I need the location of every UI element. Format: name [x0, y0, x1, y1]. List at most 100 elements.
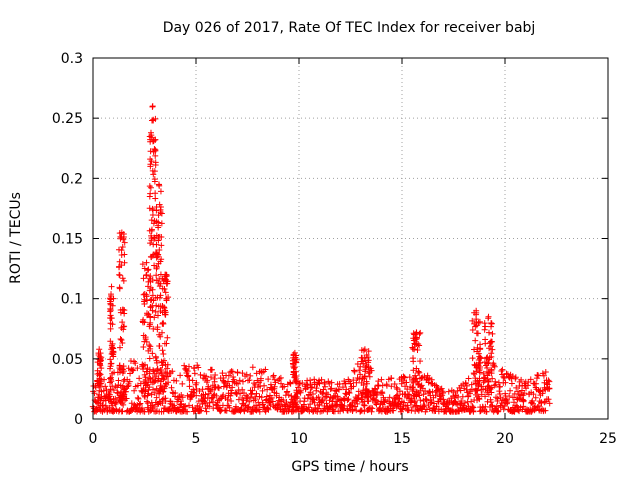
x-tick-label: 10	[290, 431, 308, 447]
data-point	[158, 242, 165, 249]
data-point	[271, 383, 278, 390]
data-point	[287, 379, 294, 386]
data-point	[147, 343, 154, 350]
data-point	[281, 383, 288, 390]
data-point	[438, 385, 445, 392]
data-point	[165, 379, 172, 386]
data-point	[119, 383, 126, 390]
data-point	[493, 403, 500, 410]
data-point	[116, 263, 123, 270]
data-point	[292, 374, 299, 381]
data-point	[516, 408, 523, 415]
data-point	[189, 377, 196, 384]
data-point	[504, 399, 511, 406]
data-point	[217, 407, 224, 414]
data-point	[310, 396, 317, 403]
data-point	[488, 367, 495, 374]
data-point	[207, 388, 214, 395]
data-point	[485, 359, 492, 366]
data-point	[361, 402, 368, 409]
data-point	[141, 393, 148, 400]
data-point	[155, 224, 162, 231]
data-point	[336, 380, 343, 387]
data-point	[391, 380, 398, 387]
data-point	[121, 251, 128, 258]
data-point	[472, 323, 479, 330]
data-point	[107, 307, 114, 314]
data-point	[160, 351, 167, 358]
data-point	[97, 395, 104, 402]
data-point	[485, 369, 492, 376]
data-point	[488, 389, 495, 396]
data-point	[150, 138, 157, 145]
data-point	[328, 385, 335, 392]
data-point	[445, 405, 452, 412]
data-point	[415, 341, 422, 348]
data-point	[322, 394, 329, 401]
data-point	[143, 259, 150, 266]
data-point	[164, 278, 171, 285]
data-point	[125, 382, 132, 389]
data-point	[494, 395, 501, 402]
data-point	[409, 345, 416, 352]
data-point	[345, 396, 352, 403]
data-point	[546, 385, 553, 392]
data-point	[116, 272, 123, 279]
data-point	[273, 390, 280, 397]
data-point	[440, 389, 447, 396]
data-point	[291, 349, 298, 356]
data-point	[106, 396, 113, 403]
data-point	[147, 136, 154, 143]
data-point	[147, 161, 154, 168]
data-point	[213, 402, 220, 409]
data-point	[491, 362, 498, 369]
data-point	[398, 406, 405, 413]
data-point	[529, 397, 536, 404]
data-point	[157, 292, 164, 299]
data-point	[156, 390, 163, 397]
data-point	[357, 407, 364, 414]
y-tick-label: 0.2	[61, 171, 83, 187]
data-point	[415, 381, 422, 388]
data-point	[159, 396, 166, 403]
data-point	[330, 394, 337, 401]
data-point	[457, 387, 464, 394]
data-point	[194, 402, 201, 409]
data-point	[202, 391, 209, 398]
data-point	[265, 376, 272, 383]
data-point	[106, 295, 113, 302]
data-point	[247, 372, 254, 379]
data-point	[312, 404, 319, 411]
data-point	[230, 373, 237, 380]
data-point	[121, 239, 128, 246]
data-point	[368, 408, 375, 415]
data-point	[132, 360, 139, 367]
data-point	[142, 374, 149, 381]
data-point	[530, 391, 537, 398]
data-point	[483, 355, 490, 362]
data-point	[287, 380, 294, 387]
data-point	[153, 394, 160, 401]
data-point	[318, 376, 325, 383]
data-point	[139, 405, 146, 412]
x-tick-label: 15	[393, 431, 411, 447]
data-point	[177, 372, 184, 379]
data-point	[223, 407, 230, 414]
data-point	[154, 401, 161, 408]
data-point	[232, 403, 239, 410]
data-point	[527, 376, 534, 383]
data-point	[469, 403, 476, 410]
y-tick-label: 0.3	[61, 51, 83, 67]
data-point	[120, 306, 127, 313]
data-point	[414, 346, 421, 353]
y-tick-labels: 0 0.05 0.1 0.15 0.2 0.25 0.3	[52, 51, 83, 428]
data-point	[225, 372, 232, 379]
data-point	[227, 387, 234, 394]
data-point	[150, 325, 157, 332]
data-point	[401, 374, 408, 381]
data-point	[301, 398, 308, 405]
data-point	[351, 367, 358, 374]
y-tick-label: 0.15	[52, 232, 83, 248]
data-point	[351, 368, 358, 375]
data-point	[185, 373, 192, 380]
